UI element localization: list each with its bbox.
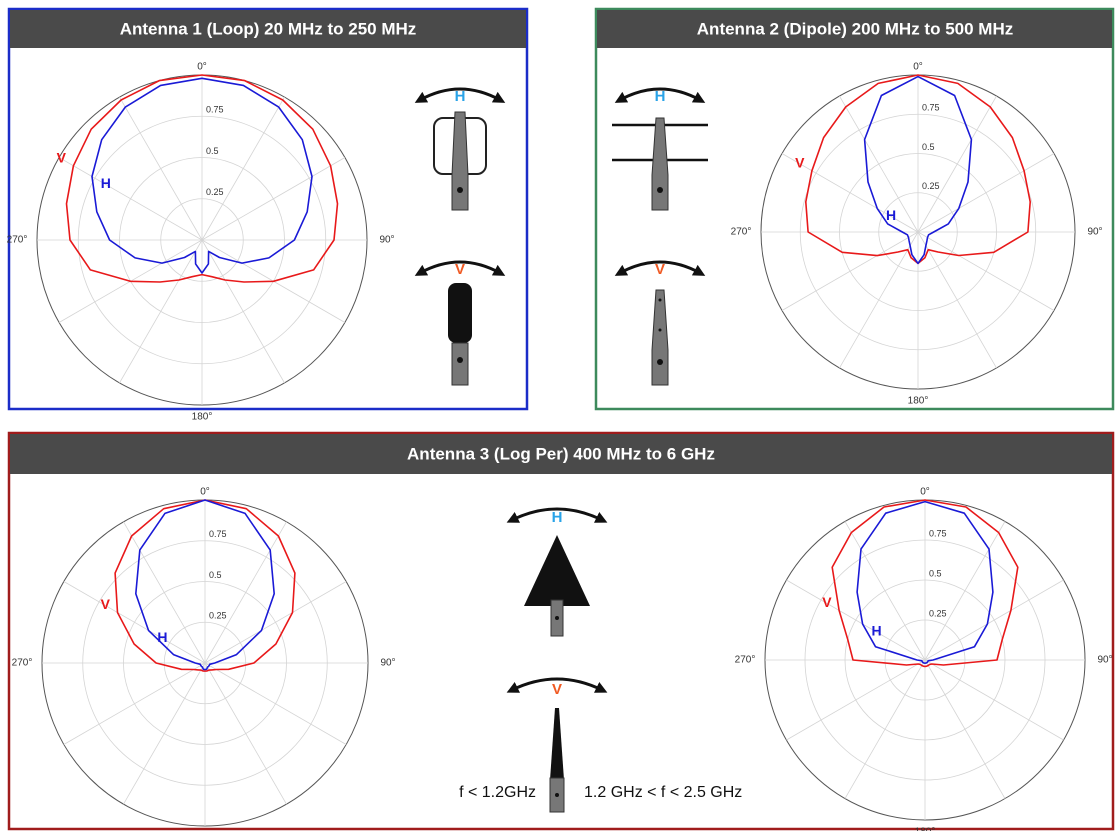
- r-tick-label: 0.75: [929, 528, 947, 538]
- icon-label: H: [655, 88, 666, 105]
- theta-tick-label: 270°: [735, 655, 756, 666]
- panel-header: [10, 434, 1112, 474]
- theta-tick-label: 0°: [200, 487, 210, 498]
- r-tick-label: 0.5: [206, 146, 219, 156]
- series-label: H: [886, 207, 896, 223]
- icon-label: H: [552, 509, 563, 526]
- grid-circle: [844, 579, 1006, 741]
- pattern-curve: [831, 499, 1019, 668]
- panel-frame: [594, 7, 1115, 411]
- r-tick-label: 0.75: [209, 529, 227, 539]
- panel-title: Antenna 1 (Loop) 20 MHz to 250 MHz: [120, 19, 417, 38]
- icon-label: V: [655, 261, 665, 278]
- icon-label: V: [455, 261, 465, 278]
- series-label: H: [101, 175, 111, 191]
- grid-circle: [160, 198, 244, 282]
- antenna-icon: H V: [506, 507, 608, 813]
- theta-tick-label: 270°: [7, 235, 28, 246]
- theta-tick-label: 0°: [197, 62, 207, 73]
- grid-circle: [82, 540, 328, 786]
- icon-label: H: [455, 88, 466, 105]
- pattern-curve: [863, 75, 973, 265]
- r-tick-label: 0.5: [209, 570, 222, 580]
- pattern-curve: [91, 77, 313, 274]
- antenna-icon: H V: [612, 87, 708, 386]
- series-label: H: [871, 623, 881, 639]
- panel-title: Antenna 2 (Dipole) 200 MHz to 500 MHz: [697, 19, 1013, 38]
- r-tick-label: 0.25: [209, 611, 227, 621]
- grid-circle: [878, 192, 958, 272]
- r-tick-label: 0.75: [206, 105, 224, 115]
- antenna-icon: H V: [414, 87, 506, 386]
- pattern-curve: [114, 499, 296, 672]
- series-label: V: [795, 154, 805, 170]
- charts: 0.25 0.5 0.75 0° 90° 180° 270° V H 0.25 0.5 0.75 0° 9…: [7, 62, 1113, 836]
- grid-circle: [123, 581, 287, 745]
- grid-circle: [839, 153, 997, 311]
- theta-tick-label: 90°: [1087, 227, 1102, 238]
- pattern-curve: [135, 499, 275, 671]
- theta-tick-label: 270°: [731, 227, 752, 238]
- r-tick-label: 0.5: [929, 568, 942, 578]
- panel-header: [597, 10, 1112, 48]
- series-label: V: [57, 149, 67, 165]
- grid-circle: [119, 157, 285, 323]
- theta-tick-label: 0°: [913, 62, 923, 73]
- r-tick-label: 0.25: [922, 181, 940, 191]
- panel-title: Antenna 3 (Log Per) 400 MHz to 6 GHz: [407, 444, 715, 463]
- grid-circle: [163, 621, 247, 705]
- grid-circle: [804, 539, 1046, 781]
- theta-tick-label: 270°: [12, 658, 33, 669]
- theta-tick-label: 180°: [915, 827, 936, 831]
- series-label: V: [822, 594, 832, 610]
- grid-circle: [884, 619, 966, 701]
- caption: 1.2 GHz < f < 2.5 GHz: [584, 784, 742, 801]
- theta-tick-label: 90°: [380, 658, 395, 669]
- theta-tick-label: 0°: [920, 487, 930, 498]
- r-tick-label: 0.25: [929, 608, 947, 618]
- pattern-curve: [65, 74, 339, 283]
- r-tick-label: 0.5: [922, 142, 935, 152]
- theta-tick-label: 90°: [1097, 655, 1112, 666]
- panel-frame: [7, 7, 529, 411]
- theta-tick-label: 90°: [379, 235, 394, 246]
- pattern-curve: [856, 500, 994, 664]
- grid-circle: [77, 115, 327, 365]
- r-tick-label: 0.25: [206, 187, 224, 197]
- series-label: V: [101, 596, 111, 612]
- grid-circle: [799, 113, 1037, 351]
- caption: f < 1.2GHz: [459, 784, 536, 801]
- icon-label: V: [552, 681, 562, 698]
- panel-header: [10, 10, 526, 48]
- theta-tick-label: 180°: [908, 396, 929, 407]
- r-tick-label: 0.75: [922, 103, 940, 113]
- theta-tick-label: 180°: [192, 412, 213, 423]
- series-label: H: [157, 629, 167, 645]
